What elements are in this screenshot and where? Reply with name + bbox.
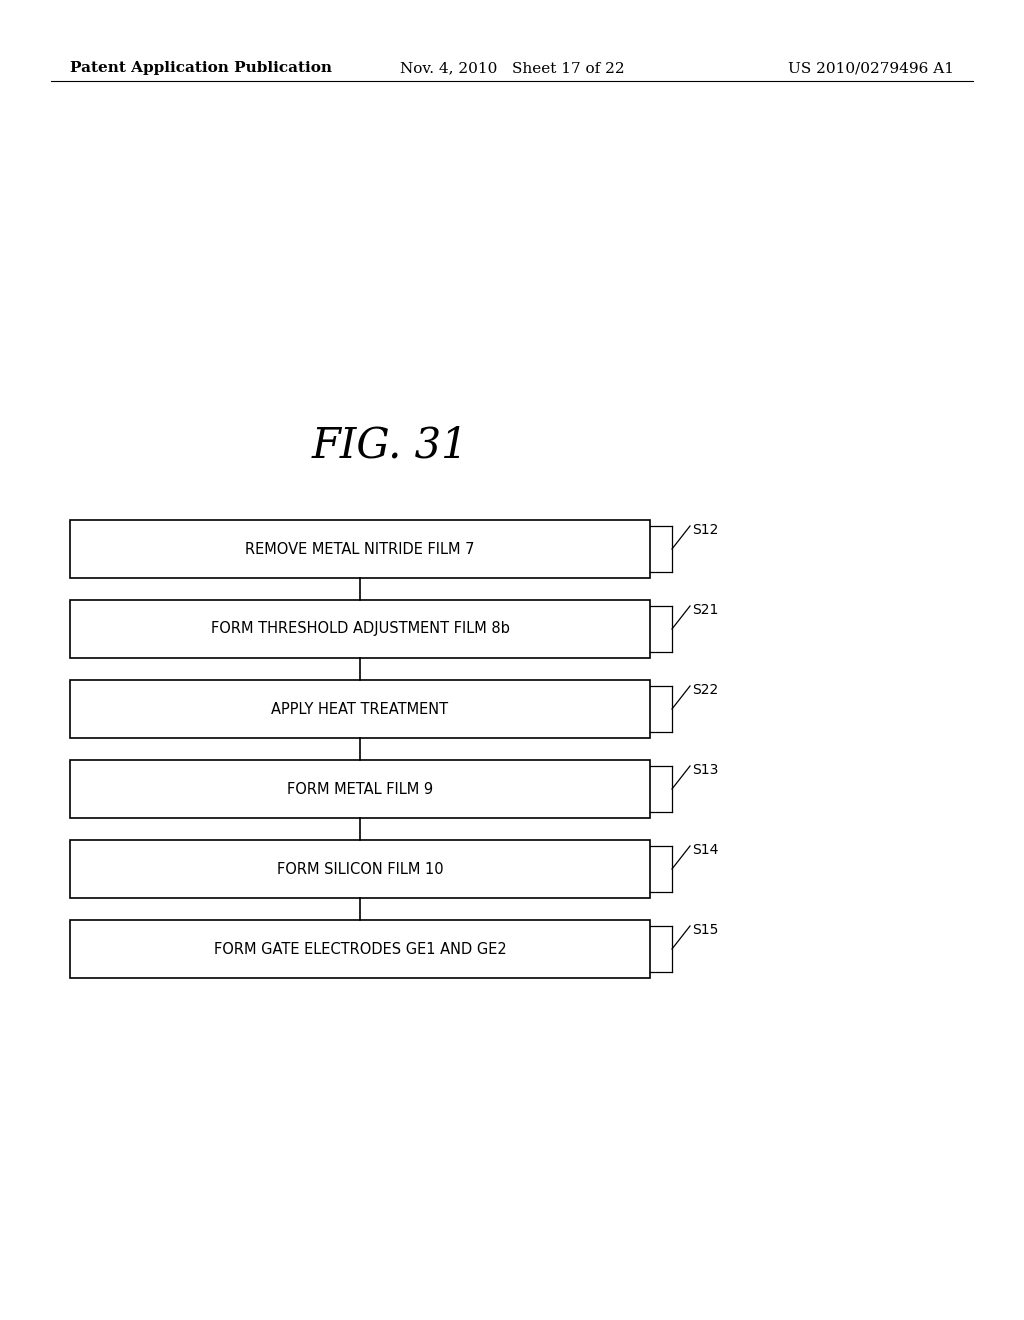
Text: S21: S21: [692, 603, 719, 616]
Text: S22: S22: [692, 682, 718, 697]
Text: REMOVE METAL NITRIDE FILM 7: REMOVE METAL NITRIDE FILM 7: [246, 541, 475, 557]
Text: S12: S12: [692, 523, 719, 537]
Bar: [70, 840, 650, 898]
Text: Nov. 4, 2010   Sheet 17 of 22: Nov. 4, 2010 Sheet 17 of 22: [399, 61, 625, 75]
Text: US 2010/0279496 A1: US 2010/0279496 A1: [788, 61, 954, 75]
Text: S13: S13: [692, 763, 719, 777]
Text: FIG. 31: FIG. 31: [311, 424, 468, 466]
Text: S14: S14: [692, 843, 719, 857]
Text: FORM SILICON FILM 10: FORM SILICON FILM 10: [276, 862, 443, 876]
Text: FORM THRESHOLD ADJUSTMENT FILM 8b: FORM THRESHOLD ADJUSTMENT FILM 8b: [211, 622, 509, 636]
Text: Patent Application Publication: Patent Application Publication: [70, 61, 332, 75]
Text: APPLY HEAT TREATMENT: APPLY HEAT TREATMENT: [271, 701, 449, 717]
Bar: [70, 601, 650, 657]
Text: FORM METAL FILM 9: FORM METAL FILM 9: [287, 781, 433, 796]
Bar: [70, 680, 650, 738]
Bar: [70, 520, 650, 578]
Text: FORM GATE ELECTRODES GE1 AND GE2: FORM GATE ELECTRODES GE1 AND GE2: [214, 941, 507, 957]
Bar: [70, 760, 650, 818]
Text: S15: S15: [692, 923, 719, 937]
Bar: [70, 920, 650, 978]
